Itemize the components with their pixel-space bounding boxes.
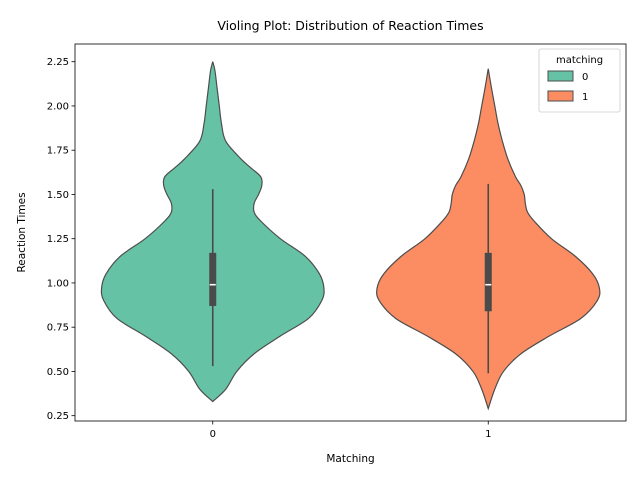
y-tick-label: 1.00 [47, 278, 69, 289]
legend-swatch-1 [547, 90, 574, 102]
legend-label: 0 [582, 72, 588, 83]
y-ticks: 0.25 0.50 0.75 1.00 1.25 1.50 1.75 2.00 2.25 [47, 57, 75, 422]
plot-layer [100, 61, 601, 411]
legend-title: matching [556, 55, 603, 66]
legend-label: 1 [582, 92, 588, 103]
axes-frame [74, 43, 627, 422]
x-axis-title: Matching [326, 453, 374, 465]
axes-layer [74, 43, 627, 422]
y-axis-title: Reaction Times [16, 192, 28, 272]
y-tick-label: 0.75 [47, 323, 69, 334]
y-tick-label: 2.25 [47, 57, 69, 68]
iqr-box-0 [209, 252, 217, 306]
y-tick-label: 1.25 [47, 234, 69, 245]
legend: matching 01 [538, 48, 621, 113]
legend-swatch-0 [547, 70, 574, 82]
x-tick-label: 0 [210, 429, 216, 440]
x-tick-label: 1 [485, 429, 491, 440]
y-tick-label: 1.75 [47, 146, 69, 157]
y-tick-label: 0.25 [47, 411, 69, 422]
y-tick-label: 2.00 [47, 101, 69, 112]
legend-entries: 01 [547, 70, 588, 103]
iqr-box-1 [484, 252, 492, 312]
chart-title: Violing Plot: Distribution of Reaction T… [217, 18, 483, 33]
y-tick-label: 1.50 [47, 190, 69, 201]
y-tick-label: 0.50 [47, 367, 69, 378]
